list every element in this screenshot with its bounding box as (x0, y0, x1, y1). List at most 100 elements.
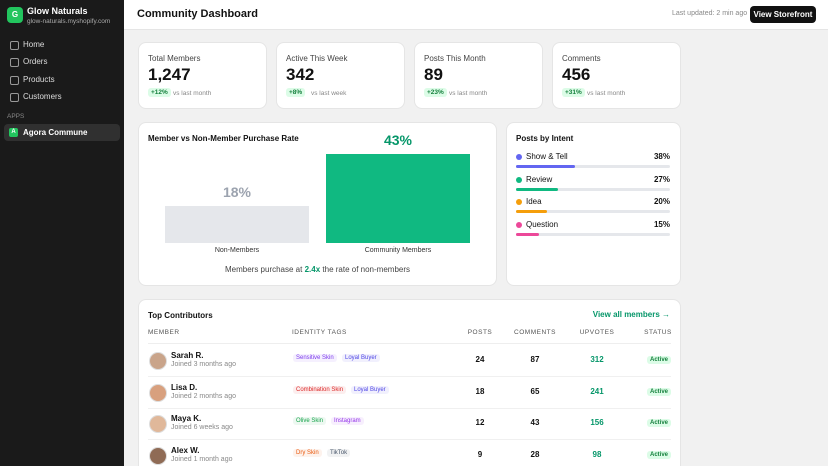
page-title: Community Dashboard (137, 8, 259, 20)
member-name: Sarah R. (171, 351, 204, 360)
identity-tag: Loyal Buyer (342, 354, 380, 362)
column-header: MEMBER (148, 329, 180, 336)
member-joined: Joined 1 month ago (171, 455, 233, 463)
intent-dot (516, 176, 522, 183)
nav-icon (10, 41, 19, 50)
store-url: glow-naturals.myshopify.com (27, 18, 111, 25)
cell-comments: 28 (530, 449, 540, 459)
bar-value-label: 43% (383, 131, 413, 148)
avatar (149, 446, 167, 465)
column-header: STATUS (644, 329, 672, 336)
member-joined: Joined 2 months ago (171, 392, 236, 400)
intent-name: Review (526, 174, 553, 184)
row-divider (148, 407, 671, 409)
rate-note: Members purchase at 2.4x the rate of non… (139, 265, 496, 274)
store-logo: G (7, 7, 23, 23)
bar-label: Community Members (364, 247, 432, 254)
stat-label: Active This Week (286, 54, 348, 63)
stat-label: Total Members (148, 54, 201, 63)
status-badge: Active (647, 387, 672, 396)
stat-change: +23% (424, 88, 447, 97)
nav-item[interactable]: Home (23, 40, 45, 49)
card-title: Member vs Non-Member Purchase Rate (148, 134, 299, 143)
view-all-link[interactable]: View all members → (592, 310, 670, 319)
identity-tag: TikTok (327, 448, 351, 457)
identity-tag: Olive Skin (293, 417, 327, 425)
row-divider (148, 439, 671, 440)
nav-item[interactable]: Products (23, 74, 55, 84)
intent-value: 20% (653, 197, 670, 207)
app-item[interactable]: A Agora Commune (4, 124, 120, 141)
intent-track (516, 187, 670, 191)
avatar (149, 383, 167, 402)
stat-value: 342 (286, 65, 315, 84)
stat-change: +31% (562, 88, 585, 97)
identity-tag: Combination Skin (293, 385, 347, 394)
column-header: POSTS (467, 329, 493, 336)
cell-upvotes: 156 (590, 418, 604, 427)
stat-period: vs last month (173, 90, 212, 97)
status-badge: Active (647, 356, 672, 364)
identity-tag: Instagram (331, 417, 364, 425)
intent-track (516, 165, 670, 168)
avatar (149, 352, 167, 370)
cell-upvotes: 241 (590, 386, 604, 396)
intent-bar (516, 210, 547, 214)
intent-dot (516, 199, 522, 206)
stat-change: +12% (148, 88, 171, 97)
note-text: the rate of non-members (322, 265, 411, 274)
intent-name: Show & Tell (526, 152, 568, 161)
avatar (149, 415, 167, 433)
card-title: Posts by Intent (516, 134, 574, 143)
intent-bar (516, 187, 558, 191)
sidebar: G Glow Naturals glow-naturals.myshopify.co… (0, 0, 124, 466)
status-badge: Active (647, 450, 672, 459)
column-header: COMMENTS (514, 329, 556, 336)
intent-track (516, 233, 670, 237)
bar (326, 153, 470, 243)
note-text: Members purchase at (224, 265, 303, 274)
cell-comments: 43 (530, 418, 540, 427)
stat-card: Active This Week 342 +8% vs last week (276, 42, 405, 109)
storefront-button[interactable]: View Storefront (750, 6, 816, 23)
status-badge: Active (647, 419, 672, 427)
nav-icon (10, 92, 19, 102)
bar-value-label: 18% (222, 183, 252, 200)
stat-value: 1,247 (148, 65, 191, 84)
bar-label: Non-Members (214, 247, 260, 254)
stat-value: 456 (562, 65, 591, 84)
nav-icon (10, 58, 19, 68)
stat-card: Posts This Month 89 +23% vs last month (414, 42, 543, 109)
stat-period: vs last week (311, 90, 347, 97)
intent-dot (516, 222, 522, 229)
member-joined: Joined 3 months ago (171, 361, 236, 368)
intent-value: 27% (653, 174, 670, 184)
nav-item[interactable]: Customers (23, 91, 62, 101)
cell-comments: 87 (530, 355, 540, 364)
member-name: Maya K. (171, 414, 202, 423)
stat-label: Comments (562, 54, 601, 63)
member-name: Alex W. (171, 445, 200, 455)
cell-upvotes: 312 (590, 355, 604, 364)
last-updated: Last updated: 2 min ago (672, 10, 748, 17)
stat-period: vs last month (587, 90, 626, 97)
intent-name: Question (526, 220, 559, 230)
cell-comments: 65 (530, 386, 540, 396)
cell-posts: 24 (475, 355, 485, 364)
bar (165, 205, 309, 243)
header: Community Dashboard Last updated: 2 min a… (124, 0, 828, 30)
nav-item[interactable]: Orders (23, 57, 48, 67)
contributors-card: Top Contributors View all members → MEMBER… (138, 299, 681, 466)
intent-card: Posts by Intent Show & Tell 38% Review 27% Id… (506, 122, 681, 286)
intent-bar (516, 165, 575, 168)
intent-value: 38% (653, 152, 670, 161)
intent-dot (516, 154, 522, 160)
cell-posts: 12 (475, 418, 485, 427)
intent-name: Idea (526, 197, 542, 207)
stat-period: vs last month (449, 90, 488, 97)
app-name: Agora Commune (23, 128, 88, 137)
row-divider (148, 376, 671, 377)
intent-bar (516, 233, 540, 237)
